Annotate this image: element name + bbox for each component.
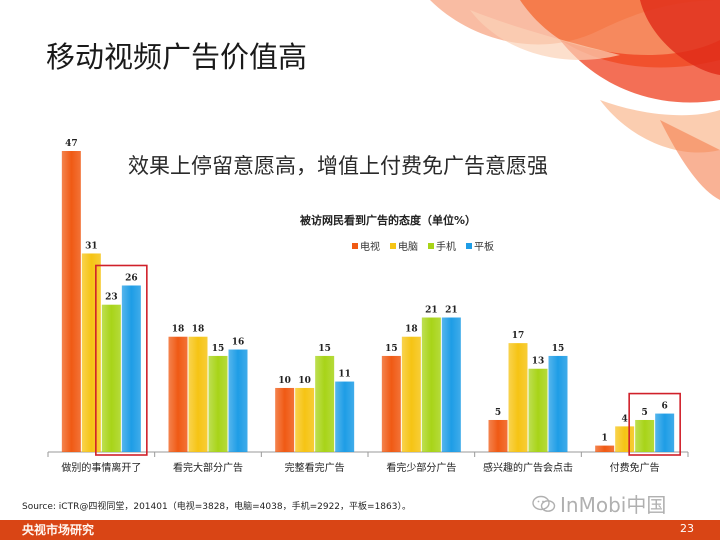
bar xyxy=(548,355,568,452)
bar xyxy=(381,355,401,452)
data-label: 15 xyxy=(212,344,225,354)
legend-swatch-mobile xyxy=(428,242,434,249)
data-label: 21 xyxy=(425,306,438,316)
legend-label-pc: 电脑 xyxy=(398,242,418,253)
legend-label-tv: 电视 xyxy=(360,242,380,253)
bar xyxy=(188,336,208,452)
data-label: 17 xyxy=(512,331,525,341)
data-label: 4 xyxy=(622,414,628,424)
data-label: 18 xyxy=(405,325,418,335)
data-label: 16 xyxy=(232,338,245,348)
chart-legend: 电视 电脑 手机 平板 xyxy=(352,238,494,253)
data-label: 10 xyxy=(278,376,291,386)
bar xyxy=(295,387,315,452)
footer-brand: 央视市场研究 xyxy=(22,523,95,537)
data-label: 31 xyxy=(85,241,98,251)
legend-item-tablet: 平板 xyxy=(466,238,494,253)
data-label: 26 xyxy=(125,273,138,283)
slide-subtitle: 效果上停留意愿高，增值上付费免广告意愿强 xyxy=(128,154,548,178)
legend-label-mobile: 手机 xyxy=(436,242,456,253)
legend-swatch-pc xyxy=(390,242,396,249)
wechat-icon xyxy=(532,495,556,512)
bar xyxy=(595,445,615,452)
bar xyxy=(635,419,655,452)
data-label: 5 xyxy=(642,408,648,418)
category-label: 做别的事情离开了 xyxy=(61,461,141,474)
data-label: 47 xyxy=(65,139,78,149)
data-label: 15 xyxy=(552,344,565,354)
bar xyxy=(208,355,228,452)
watermark-text: InMobi中国 xyxy=(560,493,667,517)
footer-bar xyxy=(0,520,720,540)
bar xyxy=(441,317,461,452)
bar xyxy=(121,285,141,452)
data-label: 11 xyxy=(338,370,351,380)
data-label: 13 xyxy=(532,357,545,367)
legend-item-pc: 电脑 xyxy=(390,238,418,253)
category-label: 看完少部分广告 xyxy=(386,461,456,474)
bar xyxy=(615,426,635,452)
bar xyxy=(61,151,81,452)
data-label: 15 xyxy=(318,344,331,354)
bar xyxy=(315,355,335,452)
bar xyxy=(401,336,421,452)
page-title: 移动视频广告价值高 xyxy=(46,40,308,74)
page-number: 23 xyxy=(680,522,694,535)
data-label: 6 xyxy=(662,402,668,412)
data-label: 10 xyxy=(298,376,311,386)
bar xyxy=(421,317,441,452)
legend-swatch-tv xyxy=(352,242,358,249)
highlight-box xyxy=(95,264,148,456)
bar xyxy=(168,336,188,452)
data-label: 21 xyxy=(445,306,458,316)
highlight-box xyxy=(628,392,681,456)
bar xyxy=(335,381,355,452)
data-label: 18 xyxy=(172,325,185,335)
bar xyxy=(528,368,548,452)
legend-swatch-tablet xyxy=(466,242,472,249)
source-note: Source: iCTR@四视同堂，201401（电视=3828，电脑=4038… xyxy=(22,502,411,512)
data-label: 1 xyxy=(602,434,608,444)
data-label: 15 xyxy=(385,344,398,354)
bar xyxy=(228,349,248,452)
bar xyxy=(275,387,295,452)
category-label: 完整看完广告 xyxy=(285,461,345,474)
data-label: 5 xyxy=(495,408,501,418)
legend-item-tv: 电视 xyxy=(352,238,380,253)
chart-title: 被访网民看到广告的态度（单位%） xyxy=(300,214,477,227)
legend-item-mobile: 手机 xyxy=(428,238,456,253)
bar xyxy=(655,413,675,452)
bar xyxy=(508,343,528,452)
watermark: InMobi中国 xyxy=(532,489,666,518)
category-label: 感兴趣的广告会点击 xyxy=(483,461,573,474)
data-label: 18 xyxy=(192,325,205,335)
legend-label-tablet: 平板 xyxy=(474,242,494,253)
bar xyxy=(81,253,101,452)
category-label: 付费免广告 xyxy=(610,461,660,474)
category-label: 看完大部分广告 xyxy=(173,461,243,474)
bar xyxy=(488,419,508,452)
bar xyxy=(101,304,121,452)
data-label: 23 xyxy=(105,293,118,303)
